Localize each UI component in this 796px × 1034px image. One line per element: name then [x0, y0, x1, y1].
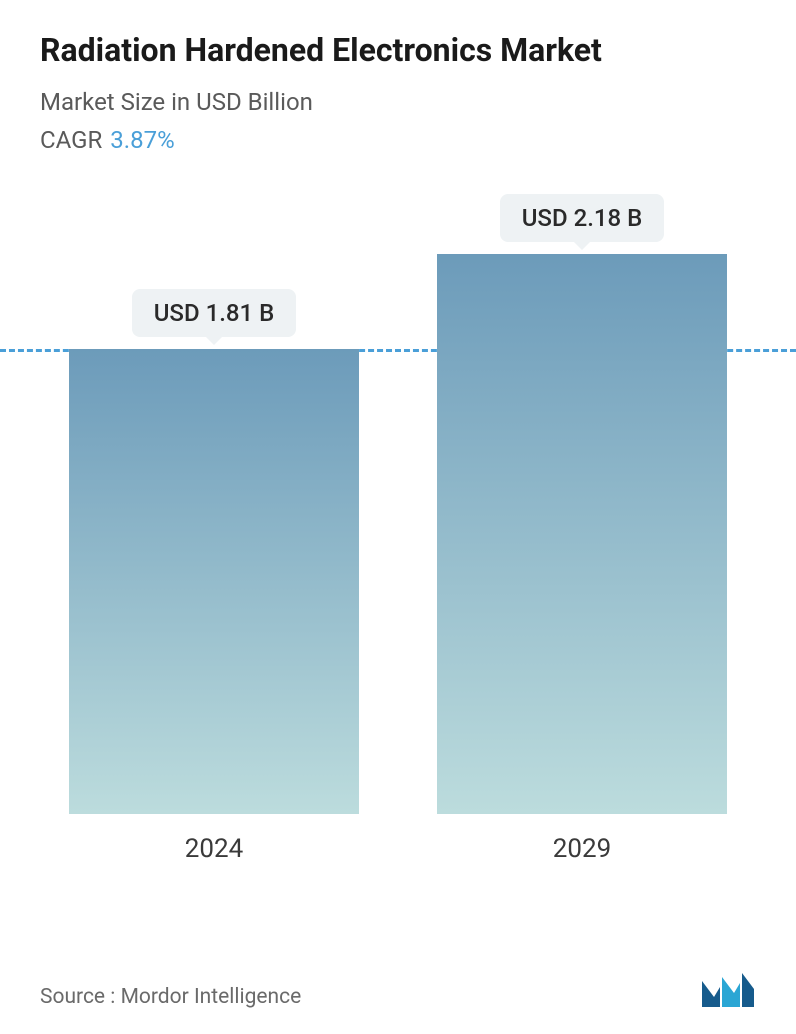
mordor-logo-icon	[700, 969, 756, 1009]
x-label-2029: 2029	[437, 834, 727, 864]
value-pill-2029: USD 2.18 B	[500, 194, 665, 242]
value-pill-2024: USD 1.81 B	[132, 289, 297, 337]
chart-area: USD 1.81 B USD 2.18 B 2024 2029	[40, 204, 756, 864]
cagr-line: CAGR 3.87%	[40, 126, 756, 154]
x-label-2024: 2024	[69, 834, 359, 864]
bar-group-2024: USD 1.81 B	[69, 289, 359, 814]
chart-footer: Source : Mordor Intelligence	[40, 969, 756, 1009]
x-axis-labels: 2024 2029	[40, 834, 756, 864]
bar-2024	[69, 349, 359, 814]
chart-container: Radiation Hardened Electronics Market Ma…	[0, 0, 796, 1034]
bar-group-2029: USD 2.18 B	[437, 194, 727, 814]
cagr-value: 3.87%	[110, 126, 174, 154]
bars-container: USD 1.81 B USD 2.18 B	[40, 204, 756, 814]
cagr-label: CAGR	[40, 126, 102, 154]
chart-subtitle: Market Size in USD Billion	[40, 88, 756, 116]
chart-title: Radiation Hardened Electronics Market	[40, 30, 756, 70]
source-text: Source : Mordor Intelligence	[40, 985, 301, 1009]
bar-2029	[437, 254, 727, 814]
